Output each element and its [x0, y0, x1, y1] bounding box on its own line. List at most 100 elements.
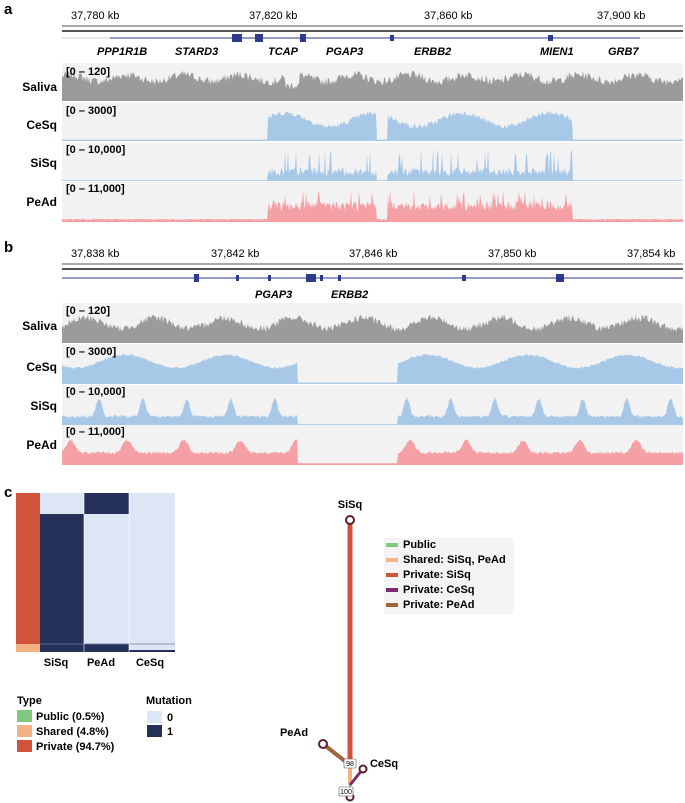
- panel-a-gene-track: PPP1R1B STARD3 TCAP PGAP3 ERBB2 MIEN1 GR…: [62, 34, 683, 58]
- panel-b-gene-track: PGAP3 ERBB2: [62, 274, 683, 301]
- pead-coverage-a: [62, 188, 683, 222]
- tree-legend-swatch: [386, 543, 398, 547]
- heatmap-col-pead-1: [84, 493, 129, 514]
- ruler-tick-label: 37,846 kb: [349, 248, 397, 260]
- track-range: [0 – 11,000]: [66, 426, 125, 438]
- track-range: [0 – 10,000]: [66, 144, 126, 156]
- track-name: CeSq: [26, 360, 57, 374]
- type-legend-title: Type: [17, 695, 42, 707]
- ruler-tick-label: 37,854 kb: [627, 248, 675, 260]
- heatmap-col-sisq-1: [40, 514, 84, 652]
- panel-b-track-labels: Saliva [0 – 120] CeSq [0 – 3000] SiSq [0…: [22, 305, 125, 452]
- ruler-tick-label: 37,850 kb: [488, 248, 536, 260]
- panel-c-label: c: [4, 484, 12, 501]
- legend-swatch-mutation-1: [147, 725, 162, 737]
- type-legend-label: Private (94.7%): [36, 741, 115, 753]
- heatmap-col-cesq-0: [129, 493, 175, 650]
- gene-label: PPP1R1B: [97, 46, 147, 58]
- track-name: Saliva: [22, 80, 57, 94]
- panel-b-label: b: [4, 239, 13, 256]
- heatmap-col-sisq-0: [40, 493, 84, 514]
- tree-legend-swatch: [386, 603, 398, 607]
- node-sisq: [345, 515, 355, 525]
- ruler-tick-label: 37,838 kb: [71, 248, 119, 260]
- type-legend-label: Shared (4.8%): [36, 726, 109, 738]
- tree-legend-label: Public: [403, 539, 436, 551]
- mutation-legend-label: 0: [167, 712, 173, 724]
- track-range: [0 – 10,000]: [66, 386, 126, 398]
- ruler-tick-label: 37,820 kb: [249, 10, 297, 22]
- legend-swatch-shared: [17, 725, 32, 737]
- gene-label: PGAP3: [255, 289, 292, 301]
- tree-legend: Public Shared: SiSq, PeAd Private: SiSq …: [384, 538, 514, 614]
- bootstrap-label: 98: [346, 761, 354, 768]
- mutation-heatmap: SiSq PeAd CeSq: [16, 493, 175, 669]
- gene-label: ERBB2: [331, 289, 368, 301]
- ruler-tick-label: 37,900 kb: [597, 10, 645, 22]
- type-bar-private: [16, 493, 40, 644]
- mutation-legend: Mutation 0 1: [146, 695, 192, 738]
- heatmap-col-pead-shared: [84, 644, 129, 652]
- track-range: [0 – 3000]: [66, 105, 116, 117]
- ruler-tick-label: 37,842 kb: [211, 248, 259, 260]
- gene-label: MIEN1: [540, 46, 574, 58]
- mutation-legend-label: 1: [167, 726, 173, 738]
- ruler-tick-label: 37,860 kb: [424, 10, 472, 22]
- cesq-coverage-b: [62, 353, 683, 384]
- mutation-legend-title: Mutation: [146, 695, 192, 707]
- tree-legend-swatch: [386, 573, 398, 577]
- tree-node-label: PeAd: [280, 727, 308, 739]
- tree-legend-label: Shared: SiSq, PeAd: [403, 554, 506, 566]
- branch-private-cesq: [348, 769, 364, 786]
- cesq-coverage-a: [62, 110, 683, 141]
- track-name: PeAd: [26, 195, 57, 209]
- tree-legend-swatch: [386, 588, 398, 592]
- panel-a-ruler: 37,780 kb 37,820 kb 37,860 kb 37,900 kb: [62, 10, 683, 32]
- tree-node-label: CeSq: [370, 758, 398, 770]
- track-range: [0 – 120]: [66, 66, 110, 78]
- bootstrap-label: 100: [340, 789, 352, 796]
- panel-b-coverage-tracks: [62, 303, 683, 465]
- sisq-coverage-b: [62, 397, 683, 425]
- track-name: PeAd: [26, 438, 57, 452]
- panel-a-label: a: [4, 1, 13, 18]
- tree-legend-swatch: [386, 558, 398, 562]
- track-name: SiSq: [30, 399, 57, 413]
- saliva-coverage-a: [62, 70, 683, 101]
- tree-legend-label: Private: PeAd: [403, 599, 475, 611]
- panel-a-track-labels: Saliva [0 – 120] CeSq [0 – 3000] SiSq [0…: [22, 66, 125, 209]
- gene-label: GRB7: [608, 46, 639, 58]
- heatmap-column-label: SiSq: [44, 657, 68, 669]
- track-name: Saliva: [22, 319, 57, 333]
- type-legend: Type Public (0.5%) Shared (4.8%) Private…: [17, 695, 115, 753]
- track-range: [0 – 11,000]: [66, 183, 125, 195]
- tree-legend-label: Private: SiSq: [403, 569, 471, 581]
- type-legend-label: Public (0.5%): [36, 711, 105, 723]
- panel-a-coverage-tracks: [62, 63, 683, 222]
- pead-coverage-b: [62, 439, 683, 465]
- track-range: [0 – 120]: [66, 305, 110, 317]
- node-pead: [318, 739, 328, 749]
- gene-label: STARD3: [175, 46, 218, 58]
- legend-swatch-mutation-0: [147, 711, 162, 723]
- gene-label: TCAP: [268, 46, 299, 58]
- gene-label: PGAP3: [326, 46, 363, 58]
- panel-b-ruler: 37,838 kb 37,842 kb 37,846 kb 37,850 kb …: [62, 248, 683, 270]
- type-bar-shared: [16, 644, 40, 652]
- track-name: CeSq: [26, 118, 57, 132]
- heatmap-column-label: PeAd: [87, 657, 115, 669]
- tree-node-label: SiSq: [338, 499, 362, 511]
- heatmap-column-label: CeSq: [136, 657, 164, 669]
- track-name: SiSq: [30, 156, 57, 170]
- node-cesq: [358, 764, 368, 774]
- heatmap-col-pead-0: [84, 514, 129, 644]
- gene-label: ERBB2: [414, 46, 451, 58]
- ruler-tick-label: 37,780 kb: [71, 10, 119, 22]
- phylogenetic-tree: 98 100 SiSq PeAd CeSq: [280, 499, 398, 802]
- sisq-coverage-a: [62, 148, 683, 181]
- tree-legend-label: Private: CeSq: [403, 584, 475, 596]
- track-range: [0 – 3000]: [66, 346, 116, 358]
- heatmap-col-cesq-1: [129, 650, 175, 652]
- legend-swatch-public: [17, 710, 32, 722]
